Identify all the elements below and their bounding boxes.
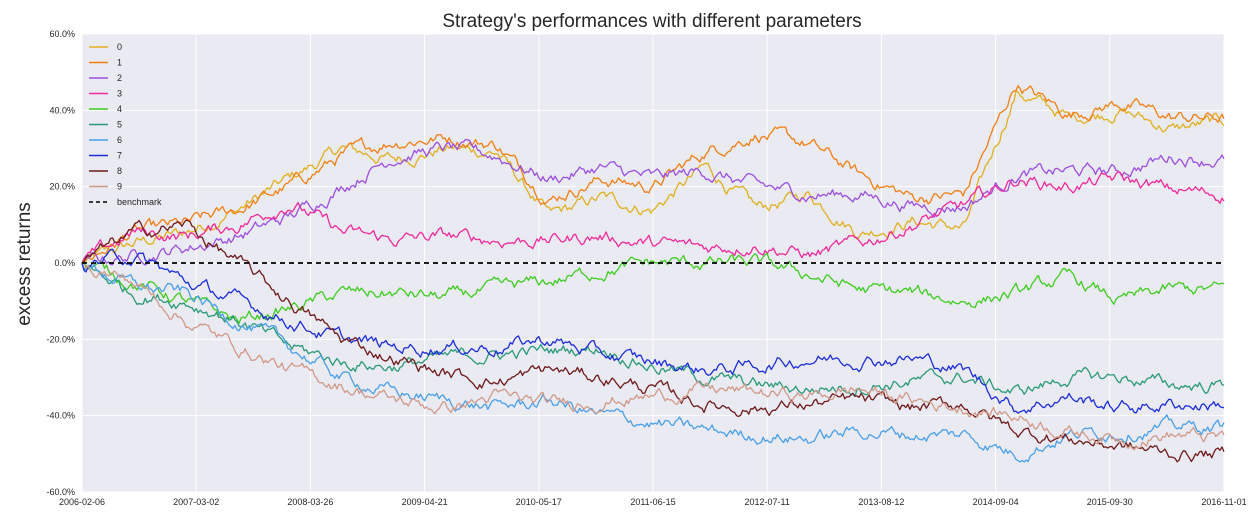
x-tick-label: 2008-03-26 [287,497,333,507]
legend-label-benchmark: benchmark [117,197,162,207]
x-tick-label: 2012-07-11 [745,497,790,507]
x-tick-label: 2006-02-06 [59,497,105,507]
chart-title: Strategy's performances with different p… [442,11,861,32]
legend-label-3: 3 [117,89,122,99]
x-tick-label: 2016-11-01 [1201,497,1246,507]
legend-label-2: 2 [117,73,122,83]
series-line-6 [81,262,1225,463]
y-tick-label: -20.0% [46,334,75,344]
y-tick-label: 40.0% [49,105,75,115]
legend-label-5: 5 [117,120,122,130]
legend-label-1: 1 [117,58,122,68]
legend-label-6: 6 [117,135,122,145]
y-tick-label: -60.0% [46,487,75,497]
series-line-9 [81,262,1225,451]
x-tick-label: 2010-05-17 [516,497,562,507]
legend-label-4: 4 [117,104,122,114]
series-line-8 [81,219,1225,463]
legend-label-7: 7 [117,151,122,161]
y-tick-label: 20.0% [49,182,75,192]
series-line-1 [81,85,1225,264]
y-tick-label: -40.0% [46,411,75,421]
series-line-0 [81,90,1225,264]
x-tick-label: 2015-09-30 [1087,497,1133,507]
x-tick-label: 2009-04-21 [402,497,448,507]
x-tick-label: 2013-08-12 [858,497,904,507]
series-lines [81,85,1225,463]
x-tick-label: 2007-03-02 [173,497,219,507]
y-tick-label: 0.0% [54,258,75,268]
series-line-5 [81,262,1225,397]
x-tick-label: 2011-06-15 [630,497,675,507]
y-axis-label: excess returns [14,202,35,326]
legend-label-0: 0 [117,42,122,52]
series-line-3 [81,171,1225,264]
y-tick-label: 60.0% [49,29,75,39]
legend: 0 1 2 3 4 5 6 7 8 9 benchmark [89,42,162,207]
legend-label-9: 9 [117,182,122,192]
series-line-7 [81,248,1225,414]
x-tick-label: 2014-09-04 [973,497,1019,507]
legend-label-8: 8 [117,166,122,176]
